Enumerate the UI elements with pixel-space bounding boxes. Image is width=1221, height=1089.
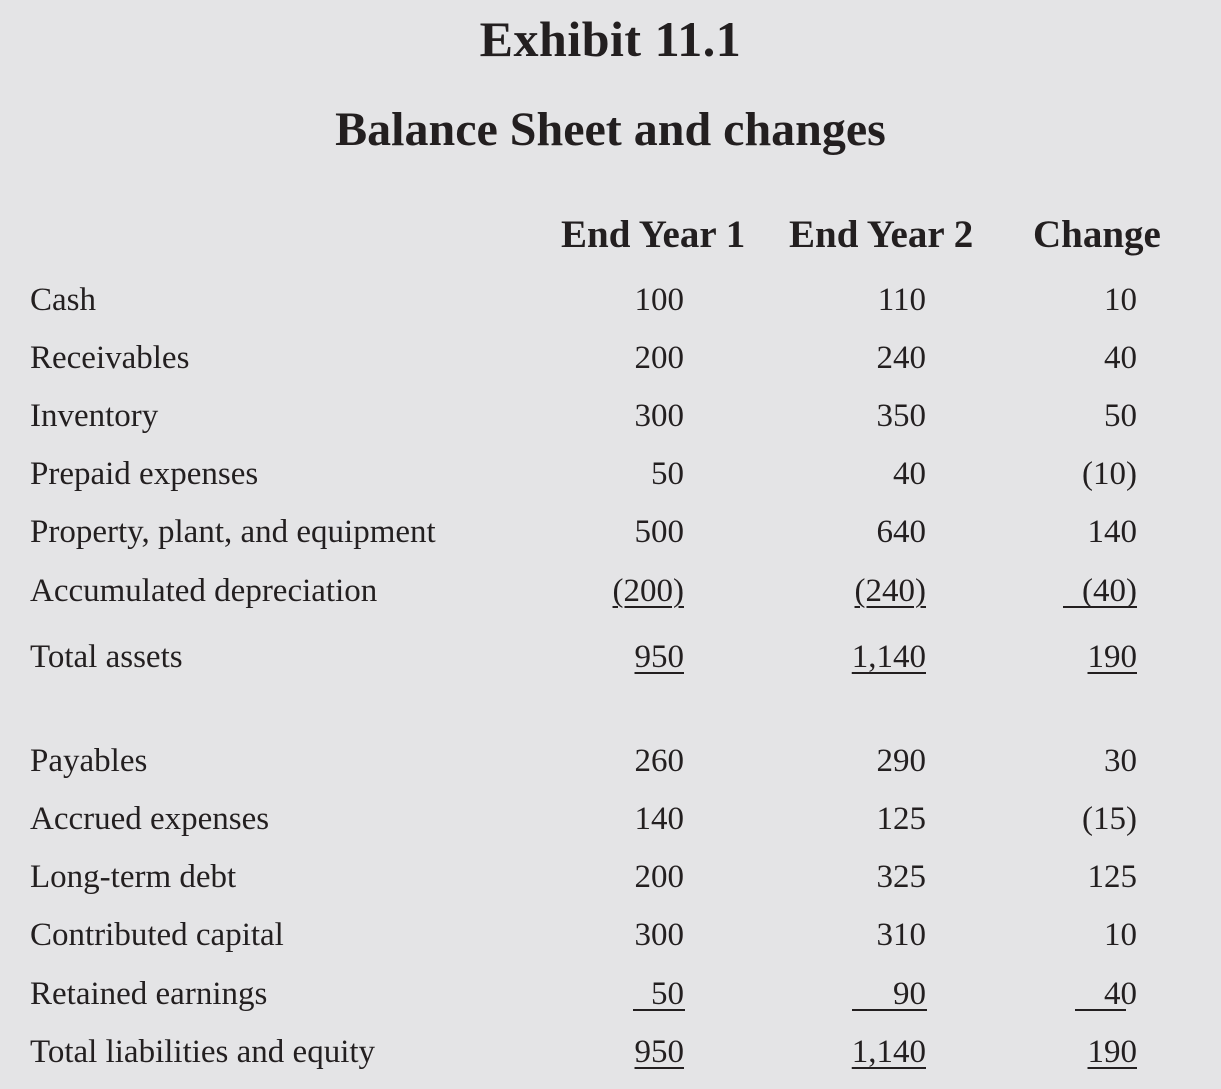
cell-change: 140: [1087, 514, 1138, 550]
table-row-accrued-expenses: Accrued expenses 140 125 (15): [0, 797, 1221, 847]
row-label: Accumulated depreciation: [30, 573, 378, 609]
row-label: Payables: [30, 743, 148, 779]
underline-rule: [852, 1009, 927, 1011]
table-row-cash: Cash 100 110 10: [0, 278, 1221, 328]
table-row-retained-earnings: Retained earnings 50 90 40: [0, 972, 1221, 1022]
row-label: Total assets: [30, 639, 183, 675]
cell-end-year-2: 40: [893, 456, 926, 492]
table-row-prepaid-expenses: Prepaid expenses 50 40 (10): [0, 452, 1221, 502]
table-row-long-term-debt: Long-term debt 200 325 125: [0, 855, 1221, 905]
cell-change: 10: [1104, 282, 1137, 318]
row-label: Receivables: [30, 340, 190, 376]
cell-end-year-1: 950: [634, 1034, 685, 1070]
cell-end-year-1: (200): [612, 573, 684, 609]
row-label: Property, plant, and equipment: [30, 514, 436, 550]
cell-change: 40: [1104, 340, 1137, 376]
column-header-change: Change: [1033, 213, 1161, 256]
row-label: Accrued expenses: [30, 801, 270, 837]
table-row-contributed-capital: Contributed capital 300 310 10: [0, 913, 1221, 963]
exhibit-title: Exhibit 11.1: [479, 11, 742, 67]
column-header-end-year-2: End Year 2: [789, 213, 974, 256]
cell-end-year-1: 200: [634, 340, 685, 376]
cell-change: 30: [1104, 743, 1137, 779]
cell-end-year-2: 1,140: [851, 1034, 926, 1070]
cell-end-year-2: 90: [893, 976, 926, 1012]
cell-end-year-2: 640: [876, 514, 927, 550]
cell-change: 125: [1087, 859, 1138, 895]
cell-end-year-1: 100: [634, 282, 685, 318]
table-row-inventory: Inventory 300 350 50: [0, 394, 1221, 444]
cell-end-year-1: 500: [634, 514, 685, 550]
cell-change: 190: [1087, 1034, 1138, 1070]
row-label: Contributed capital: [30, 917, 284, 953]
exhibit-subtitle: Balance Sheet and changes: [335, 103, 886, 156]
cell-end-year-1: 200: [634, 859, 685, 895]
row-label: Prepaid expenses: [30, 456, 259, 492]
cell-end-year-1: 300: [634, 917, 685, 953]
column-header-end-year-1: End Year 1: [561, 213, 746, 256]
cell-end-year-1: 50: [651, 976, 684, 1012]
cell-end-year-2: 325: [876, 859, 927, 895]
cell-end-year-2: 350: [876, 398, 927, 434]
cell-end-year-2: 290: [876, 743, 927, 779]
cell-end-year-2: 240: [876, 340, 927, 376]
cell-change: (40): [1082, 573, 1137, 609]
cell-end-year-1: 50: [651, 456, 684, 492]
cell-end-year-1: 140: [634, 801, 685, 837]
cell-end-year-2: 110: [877, 282, 926, 318]
cell-end-year-2: 125: [876, 801, 927, 837]
cell-end-year-2: 310: [876, 917, 927, 953]
row-label: Inventory: [30, 398, 159, 434]
table-row-payables: Payables 260 290 30: [0, 739, 1221, 789]
underline-rule: [1063, 606, 1137, 608]
cell-end-year-2: (240): [854, 573, 926, 609]
cell-change: 40: [1104, 976, 1137, 1012]
cell-change: 50: [1104, 398, 1137, 434]
row-label: Long-term debt: [30, 859, 237, 895]
cell-end-year-1: 260: [634, 743, 685, 779]
row-label: Cash: [30, 282, 96, 318]
table-row-total-assets: Total assets 950 1,140 190: [0, 635, 1221, 685]
cell-end-year-2: 1,140: [851, 639, 926, 675]
underline-rule: [633, 1009, 685, 1011]
cell-change: (15): [1082, 801, 1137, 837]
cell-change: 10: [1104, 917, 1137, 953]
row-label: Retained earnings: [30, 976, 268, 1012]
table-row-ppe: Property, plant, and equipment 500 640 1…: [0, 510, 1221, 560]
cell-end-year-1: 950: [634, 639, 685, 675]
cell-change: (10): [1082, 456, 1137, 492]
underline-rule: [1075, 1009, 1126, 1011]
table-row-receivables: Receivables 200 240 40: [0, 336, 1221, 386]
cell-end-year-1: 300: [634, 398, 685, 434]
row-label: Total liabilities and equity: [30, 1034, 376, 1070]
table-row-total-liabilities-equity: Total liabilities and equity 950 1,140 1…: [0, 1030, 1221, 1080]
table-row-accumulated-depreciation: Accumulated depreciation (200) (240) (40…: [0, 569, 1221, 619]
cell-change: 190: [1087, 639, 1138, 675]
